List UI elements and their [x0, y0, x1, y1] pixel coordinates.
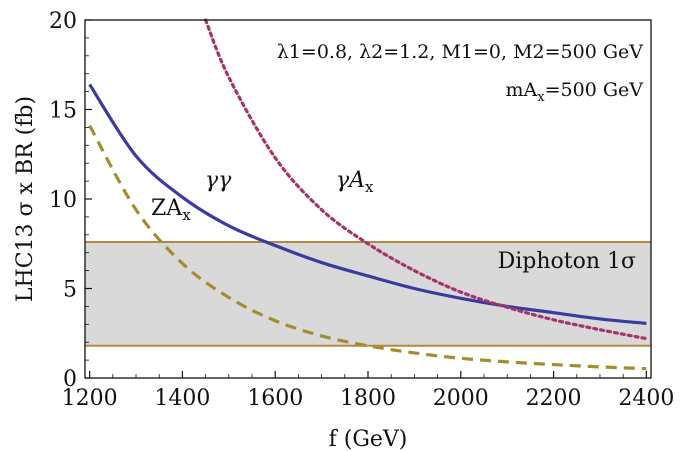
x-tick-label: 2000 — [433, 386, 489, 411]
y-tick-label: 20 — [49, 9, 77, 34]
series-line-2 — [88, 124, 647, 371]
axis-ticks: 1200 1400 1600 1800 2000 2200 2400 0 5 10 15 20 — [49, 9, 674, 411]
params-line2: mAx=500 GeV — [506, 79, 644, 105]
x-tick-label: 1800 — [340, 386, 396, 411]
series-line-0 — [88, 83, 647, 325]
y-tick-label: 0 — [63, 367, 77, 392]
x-tick-label: 2400 — [618, 386, 674, 411]
y-tick-label: 15 — [49, 99, 77, 124]
series-label-ZA: ZAx — [151, 196, 191, 224]
series-layer — [88, 18, 648, 371]
x-tick-label: 2200 — [526, 386, 582, 411]
params-line1: λ1=0.8, λ2=1.2, M1=0, M2=500 GeV — [277, 41, 644, 63]
series-label-gg: γγ — [205, 168, 232, 193]
band-label: Diphoton 1σ — [498, 249, 636, 274]
y-tick-label: 5 — [63, 278, 77, 303]
x-tick-label: 1400 — [154, 386, 210, 411]
y-tick-label: 10 — [49, 188, 77, 213]
y-axis-label: LHC13 σ x BR (fb) — [13, 96, 38, 302]
series-label-gA: γAx — [336, 168, 374, 196]
x-tick-label: 1600 — [247, 386, 303, 411]
x-axis-label: f (GeV) — [329, 427, 408, 451]
x-tick-label: 1200 — [62, 386, 118, 411]
series-line-1 — [204, 18, 648, 341]
